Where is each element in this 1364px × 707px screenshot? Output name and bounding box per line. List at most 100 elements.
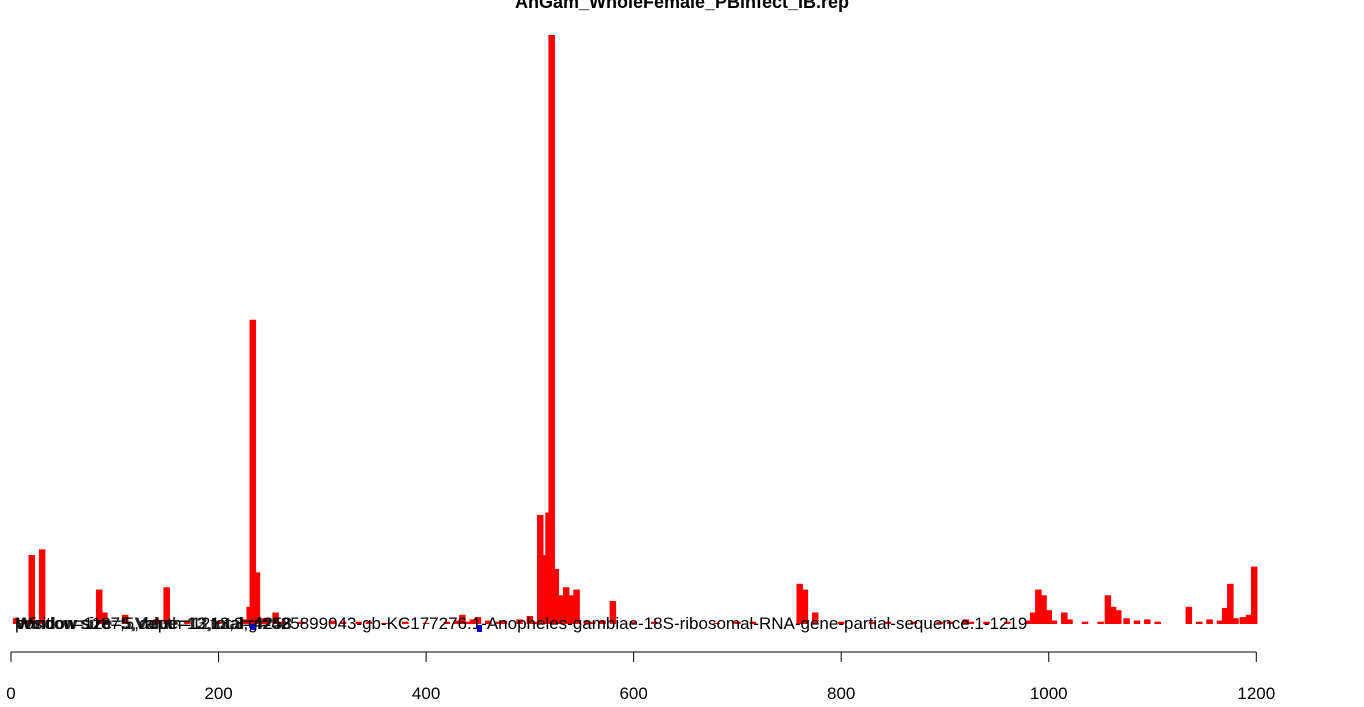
bar-52: [630, 621, 637, 624]
x-tick-label-0: 0: [6, 684, 15, 703]
bar-31: [469, 619, 477, 624]
bar-78: [1081, 621, 1089, 624]
bar-26: [422, 622, 430, 624]
bar-85: [1144, 619, 1151, 624]
bar-86: [1154, 621, 1161, 624]
bar-83: [1123, 618, 1130, 624]
bar-23: [365, 621, 373, 624]
bar-76: [1061, 612, 1068, 624]
bar-65: [946, 621, 954, 624]
bar-3: [38, 549, 46, 624]
bar-55: [734, 621, 741, 624]
bar-74: [1045, 610, 1052, 624]
bar-63: [910, 621, 918, 624]
bar-94: [1239, 617, 1247, 624]
bar-51: [609, 601, 617, 624]
bar-38: [531, 621, 539, 624]
bar-17: [272, 612, 279, 624]
bar-22: [355, 621, 362, 624]
bar-71: [1029, 612, 1037, 624]
bar-5: [101, 612, 108, 624]
overlap-markers: [250, 624, 482, 632]
bar-88: [1195, 621, 1203, 624]
bar-7: [153, 619, 160, 624]
bar-36: [516, 619, 523, 624]
bar-28: [453, 620, 461, 624]
bar-82: [1115, 610, 1122, 624]
overlap-label-window-1: Window size=5,Value=13,total=4258: [15, 614, 290, 633]
bar-69: [1003, 621, 1011, 624]
bar-80: [1104, 595, 1112, 624]
bar-79: [1097, 621, 1104, 624]
bar-6: [121, 614, 129, 624]
bar-24: [381, 622, 388, 624]
bar-13: [249, 319, 257, 624]
x-tick-label-3: 600: [619, 684, 647, 703]
bar-75: [1050, 620, 1058, 624]
bar-34: [495, 621, 502, 624]
bar-89: [1206, 619, 1213, 624]
chart-title: AnGam_WholeFemale_PBinfect_IB.rep: [515, 0, 849, 12]
bar-37: [526, 615, 534, 624]
bar-67: [967, 621, 975, 624]
overlapping-window-labels: position=1187,5,depth=1213,3,gi=42589904…: [15, 614, 1027, 633]
x-tick-label-1: 200: [204, 684, 232, 703]
bar-16: [262, 618, 269, 624]
bar-60: [837, 621, 845, 624]
bar-48: [583, 620, 591, 624]
bar-35: [500, 620, 508, 624]
bar-46: [568, 595, 575, 624]
bar-18: [277, 621, 285, 624]
bar-59: [812, 612, 819, 624]
bar-8: [163, 587, 170, 624]
bar-40: [540, 555, 547, 624]
bar-25: [402, 621, 409, 624]
bar-30: [464, 621, 471, 624]
bar-44: [557, 595, 565, 624]
bar-92: [1227, 583, 1234, 624]
bar-72: [1035, 589, 1042, 624]
bar-49: [588, 621, 596, 624]
bar-90: [1216, 620, 1224, 624]
x-tick-label-2: 400: [412, 684, 440, 703]
bar-4: [95, 589, 103, 624]
overlap-label-window-2: Window size=5,Value=12,total=4258: [16, 614, 291, 633]
bar-54: [713, 622, 720, 624]
bar-70: [1024, 620, 1032, 624]
bar-2: [28, 555, 35, 624]
bar-77: [1066, 619, 1073, 624]
bar-73: [1040, 595, 1047, 624]
bar-series: [12, 35, 1258, 624]
bar-20: [329, 620, 336, 624]
bar-95: [1245, 614, 1253, 624]
bar-42: [548, 35, 555, 624]
bar-10: [215, 621, 222, 624]
bar-15: [256, 620, 264, 624]
x-tick-label-5: 1000: [1030, 684, 1068, 703]
bar-91: [1221, 607, 1229, 624]
bar-62: [884, 621, 892, 624]
bar-0: [12, 618, 20, 624]
bar-19: [298, 621, 305, 624]
bar-53: [651, 621, 658, 624]
bar-93: [1232, 618, 1239, 624]
x-tick-label-4: 800: [827, 684, 855, 703]
bar-11: [241, 619, 248, 624]
bar-96: [1250, 566, 1258, 624]
bar-68: [983, 621, 990, 624]
bar-57: [796, 583, 803, 624]
bar-47: [573, 589, 580, 624]
bar-29: [459, 614, 466, 624]
x-axis: 0 200 400 600 800 1000 1200: [6, 651, 1275, 703]
overlap-label-window-3: Window size=5,Value=13,total=4258: [17, 614, 292, 633]
blue-marker-1: [250, 624, 255, 630]
blue-marker-2: [477, 625, 482, 632]
bar-21: [339, 621, 347, 624]
bar-32: [474, 617, 482, 624]
bar-66: [962, 619, 969, 624]
overlap-label-position: position=1187,5,depth=1213,3,gi=42589904…: [15, 614, 1027, 633]
bar-84: [1133, 620, 1141, 624]
bar-1: [23, 620, 30, 624]
x-tick-label-6: 1200: [1237, 684, 1275, 703]
